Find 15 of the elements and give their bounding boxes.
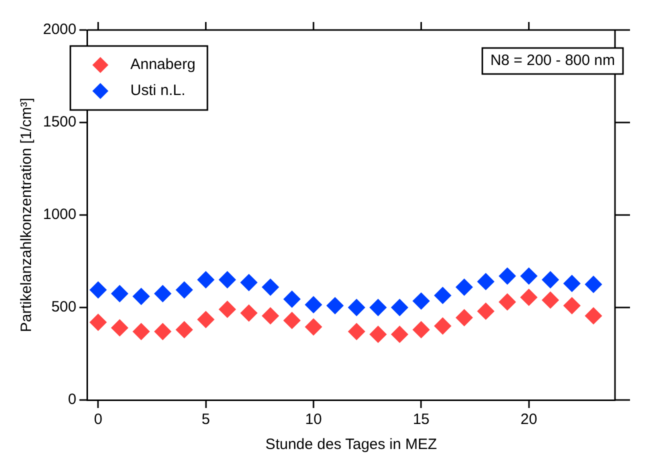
legend-label: Annaberg (130, 56, 196, 74)
annotation: N8 = 200 - 800 nm (490, 52, 616, 70)
y-tick-label: 0 (68, 391, 76, 408)
y-tick-label: 2000 (42, 21, 76, 38)
y-tick-label: 1500 (42, 114, 76, 131)
x-tick-label: 5 (202, 411, 210, 428)
x-tick-label: 10 (305, 411, 322, 428)
x-tick-label: 15 (412, 411, 430, 428)
y-axis-title: Partikelanzahlkonzentration [1/cm³] (18, 98, 36, 332)
y-tick-label: 500 (51, 298, 76, 316)
y-tick-label: 1000 (42, 206, 76, 224)
legend-label: Usti n.L. (130, 82, 186, 100)
x-tick-label: 0 (94, 411, 102, 428)
x-tick-label: 20 (520, 411, 538, 428)
x-axis-title: Stunde des Tages in MEZ (265, 436, 437, 454)
